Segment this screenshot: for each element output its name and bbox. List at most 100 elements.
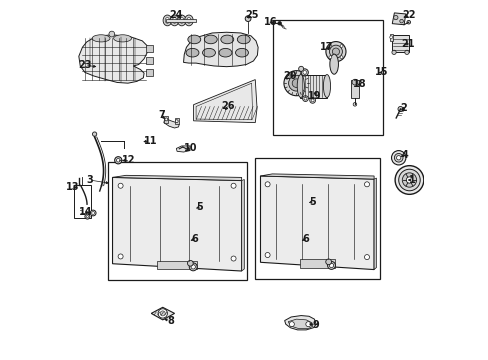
Text: 10: 10 [183, 143, 197, 153]
Bar [389, 35, 392, 41]
Text: 26: 26 [221, 102, 235, 112]
Circle shape [302, 96, 308, 102]
Circle shape [328, 45, 331, 48]
Polygon shape [287, 319, 312, 328]
Ellipse shape [235, 48, 248, 57]
Text: 22: 22 [402, 10, 415, 20]
Circle shape [393, 15, 397, 20]
Circle shape [406, 21, 410, 24]
Bar [165, 19, 196, 22]
Bar [146, 57, 152, 64]
Bar [107, 162, 247, 280]
Circle shape [309, 98, 315, 103]
Polygon shape [176, 146, 190, 152]
Circle shape [398, 169, 419, 191]
Circle shape [289, 321, 294, 327]
Circle shape [264, 252, 269, 257]
Circle shape [85, 214, 90, 219]
Circle shape [397, 107, 402, 112]
Circle shape [339, 45, 342, 48]
Bar [300, 75, 326, 98]
Polygon shape [112, 177, 241, 271]
Text: 18: 18 [352, 79, 366, 89]
Text: 25: 25 [244, 10, 258, 20]
Circle shape [298, 66, 303, 71]
Text: 19: 19 [307, 91, 321, 101]
Polygon shape [79, 35, 147, 83]
Ellipse shape [297, 75, 304, 98]
Bar [174, 118, 179, 125]
Circle shape [391, 150, 405, 165]
Ellipse shape [329, 54, 338, 74]
Circle shape [396, 156, 400, 160]
Polygon shape [163, 118, 179, 128]
Ellipse shape [163, 15, 171, 26]
Text: 14: 14 [79, 207, 93, 217]
Circle shape [332, 48, 339, 55]
Circle shape [288, 75, 304, 91]
Polygon shape [391, 36, 408, 52]
Text: 17: 17 [320, 42, 333, 52]
Ellipse shape [185, 48, 199, 57]
Bar [146, 45, 152, 52]
Polygon shape [183, 32, 258, 67]
Circle shape [305, 321, 310, 327]
Text: 24: 24 [169, 10, 183, 20]
Bar [146, 69, 152, 76]
Circle shape [284, 71, 308, 96]
Circle shape [92, 212, 94, 215]
Ellipse shape [165, 18, 169, 23]
Bar [273, 21, 382, 135]
Ellipse shape [113, 35, 131, 42]
Circle shape [230, 183, 236, 188]
Circle shape [292, 79, 300, 87]
Text: 15: 15 [374, 67, 388, 77]
Circle shape [86, 216, 88, 218]
Circle shape [404, 50, 408, 54]
Text: 6: 6 [302, 234, 308, 244]
Ellipse shape [179, 18, 183, 23]
Circle shape [328, 56, 331, 59]
Ellipse shape [172, 18, 176, 23]
Ellipse shape [186, 18, 191, 23]
Circle shape [90, 210, 96, 216]
Ellipse shape [221, 35, 233, 44]
Ellipse shape [204, 35, 217, 44]
Circle shape [244, 16, 250, 22]
Text: 13: 13 [66, 182, 80, 192]
Circle shape [175, 120, 178, 123]
Circle shape [264, 182, 269, 187]
Circle shape [394, 166, 423, 194]
Circle shape [303, 71, 306, 74]
Text: 5: 5 [308, 197, 315, 207]
Bar [299, 259, 334, 267]
Text: 23: 23 [78, 60, 91, 70]
Circle shape [325, 259, 331, 265]
Text: 8: 8 [167, 316, 174, 325]
Text: 3: 3 [86, 175, 93, 185]
Ellipse shape [170, 15, 179, 26]
Ellipse shape [184, 15, 193, 26]
Circle shape [191, 265, 195, 269]
Circle shape [329, 45, 342, 58]
Circle shape [329, 263, 333, 267]
Polygon shape [112, 175, 241, 180]
Circle shape [352, 103, 356, 106]
Circle shape [304, 97, 306, 100]
Circle shape [301, 69, 308, 76]
Circle shape [402, 173, 416, 187]
Circle shape [230, 256, 236, 261]
Polygon shape [260, 174, 373, 179]
Circle shape [339, 56, 342, 59]
Circle shape [310, 99, 313, 102]
Circle shape [389, 36, 392, 39]
Circle shape [118, 183, 123, 188]
Circle shape [364, 255, 369, 260]
Circle shape [160, 311, 165, 316]
Circle shape [399, 19, 403, 23]
Circle shape [391, 50, 395, 54]
Circle shape [158, 309, 167, 318]
Circle shape [187, 260, 193, 266]
Ellipse shape [92, 35, 110, 42]
Text: 1: 1 [408, 175, 415, 185]
